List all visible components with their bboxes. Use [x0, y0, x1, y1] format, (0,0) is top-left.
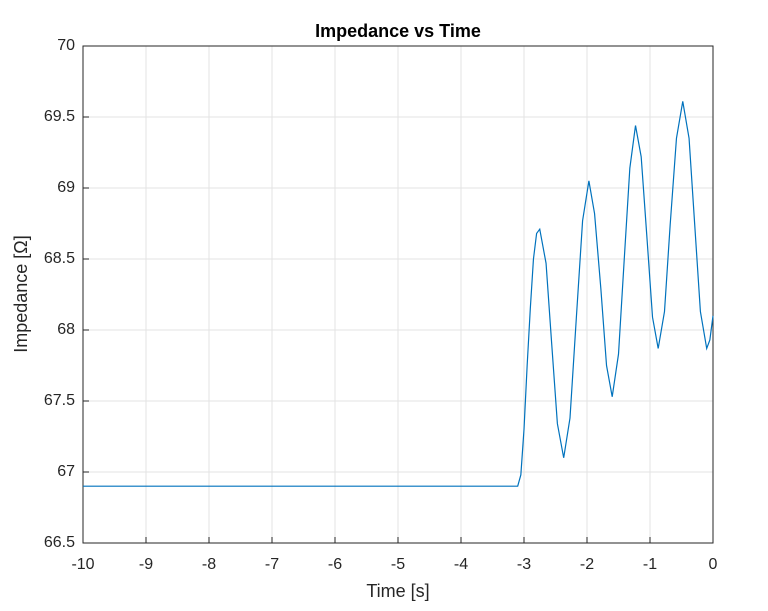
x-tick-label: -8 — [202, 556, 216, 573]
x-axis-label: Time [s] — [366, 581, 429, 601]
x-tick-label: -1 — [643, 556, 657, 573]
data-line — [83, 101, 714, 487]
y-tick-label: 68.5 — [44, 250, 75, 267]
chart-title: Impedance vs Time — [315, 21, 481, 41]
y-tick-label: 69.5 — [44, 108, 75, 125]
y-tick-label: 69 — [57, 179, 75, 196]
x-tick-label: -2 — [580, 556, 594, 573]
x-tick-label: -7 — [265, 556, 279, 573]
x-tick-label: -10 — [71, 556, 94, 573]
y-tick-label: 70 — [57, 37, 75, 54]
y-tick-label: 67.5 — [44, 392, 75, 409]
x-tick-label: -3 — [517, 556, 531, 573]
y-tick-label: 68 — [57, 321, 75, 338]
y-axis-label: Impedance [Ω] — [11, 235, 31, 353]
axes-box — [82, 45, 714, 544]
x-tick-label: -6 — [328, 556, 342, 573]
y-tick-label: 67 — [57, 463, 75, 480]
y-tick-label: 66.5 — [44, 534, 75, 551]
x-tick-label: -9 — [139, 556, 153, 573]
x-tick-label: 0 — [709, 556, 718, 573]
x-tick-label: -4 — [454, 556, 468, 573]
x-tick-label: -5 — [391, 556, 405, 573]
